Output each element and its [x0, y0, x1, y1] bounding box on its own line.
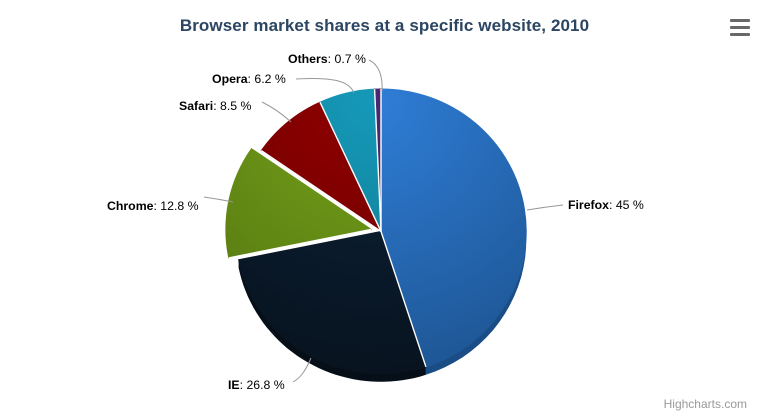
svg-text:Opera: 6.2 %: Opera: 6.2 %	[212, 72, 286, 86]
svg-text:IE: 26.8 %: IE: 26.8 %	[228, 378, 285, 392]
svg-text:Others: 0.7 %: Others: 0.7 %	[288, 52, 366, 66]
svg-text:Chrome: 12.8 %: Chrome: 12.8 %	[107, 199, 199, 213]
svg-text:Firefox: 45 %: Firefox: 45 %	[568, 198, 644, 212]
svg-text:Safari: 8.5 %: Safari: 8.5 %	[179, 99, 252, 113]
